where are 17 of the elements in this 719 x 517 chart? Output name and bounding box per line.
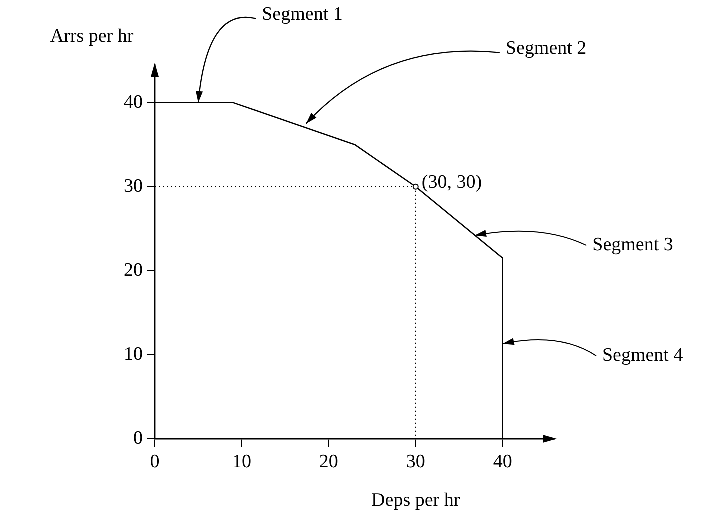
- annotation: Segment 1: [262, 4, 343, 25]
- x-tick-label: 20: [319, 451, 338, 472]
- y-tick-label: 10: [124, 344, 143, 365]
- y-tick-label: 20: [124, 260, 143, 281]
- x-axis-title: Deps per hr: [372, 490, 461, 511]
- y-tick-label: 40: [124, 92, 143, 113]
- annotation: Segment 4: [602, 345, 684, 366]
- y-axis-title: Arrs per hr: [50, 26, 134, 47]
- annotation: Segment 2: [506, 38, 587, 59]
- x-tick-label: 30: [406, 451, 426, 472]
- x-tick-label: 40: [493, 451, 512, 472]
- annotation: (30, 30): [422, 172, 482, 193]
- y-tick-label: 30: [124, 176, 143, 197]
- y-tick-label: 0: [134, 428, 143, 449]
- annotation: Segment 3: [592, 234, 674, 256]
- x-tick-label: 0: [150, 451, 160, 472]
- x-tick-label: 10: [232, 451, 252, 472]
